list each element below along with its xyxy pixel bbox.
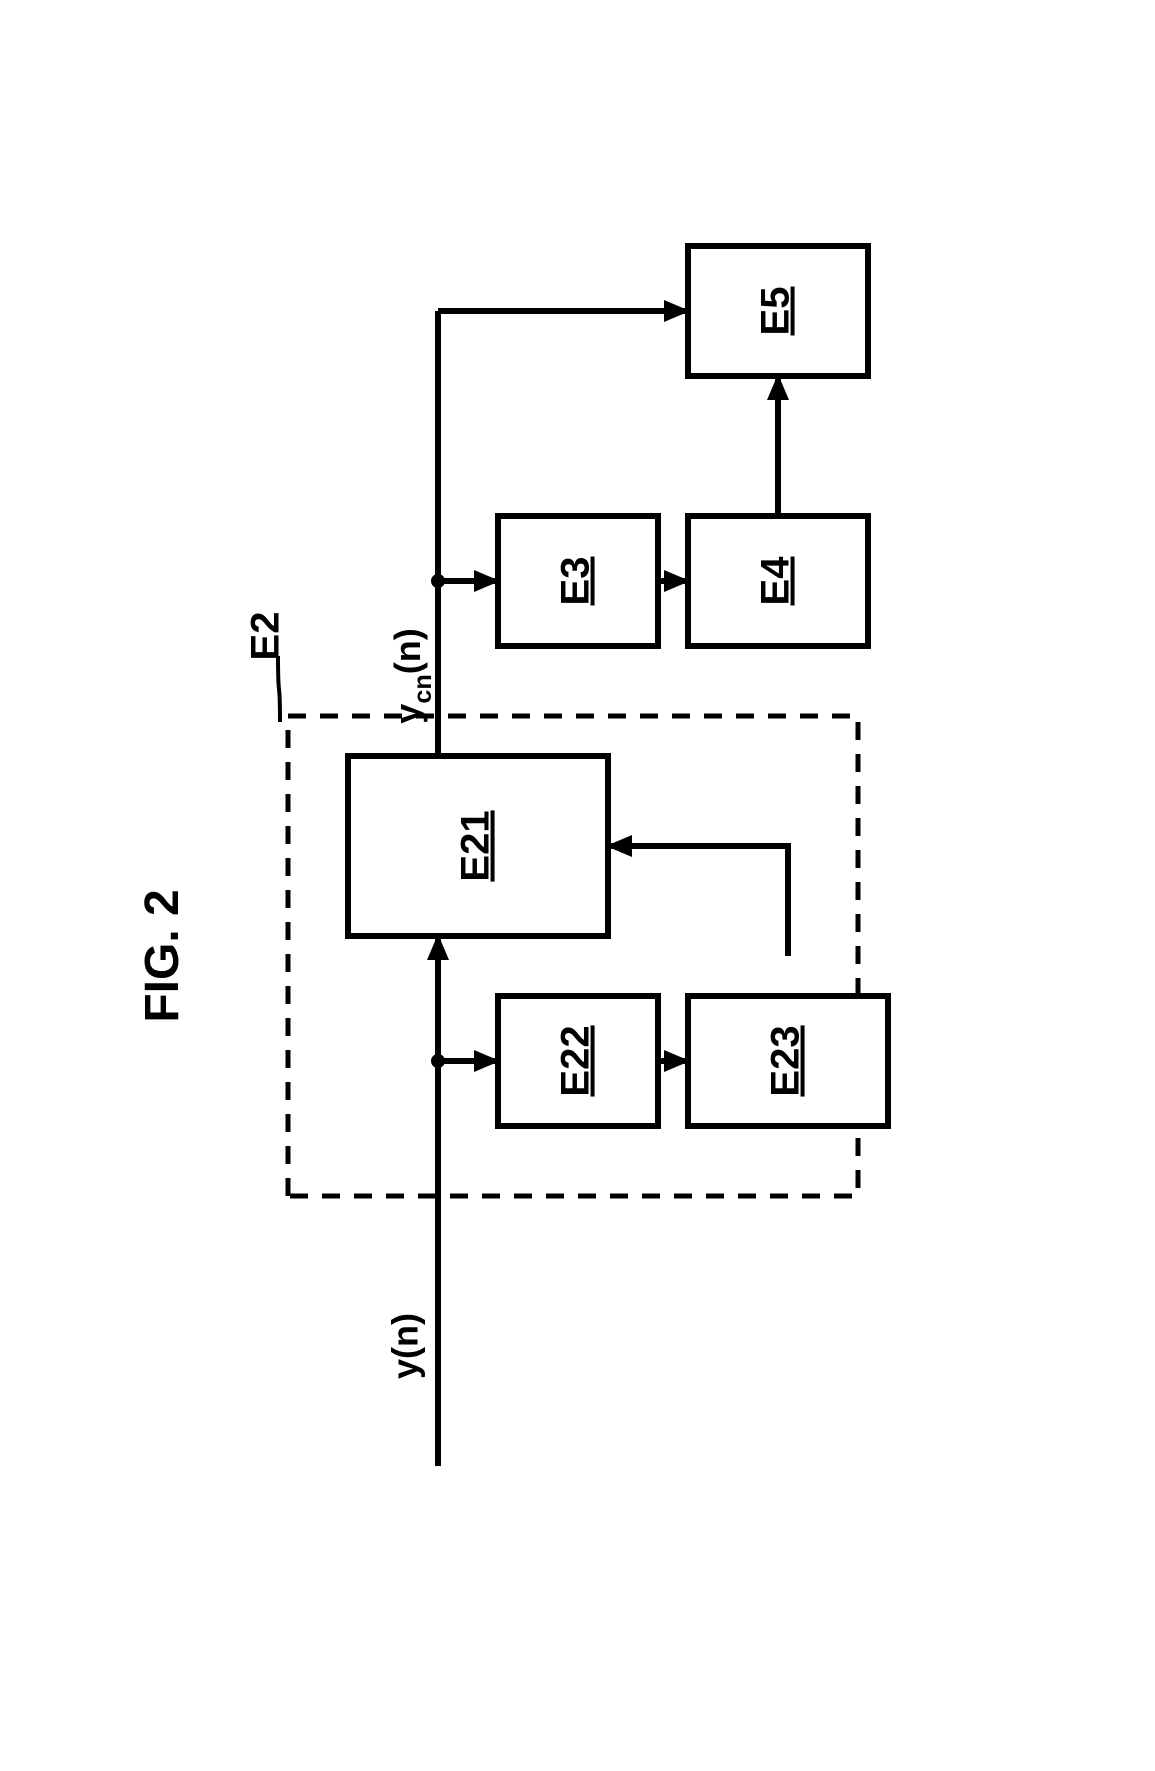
block-label-e3: E3 (554, 557, 598, 606)
block-label-e23: E23 (764, 1025, 808, 1096)
figure-title: FIG. 2 (136, 889, 189, 1022)
block-label-e22: E22 (554, 1025, 598, 1096)
block-label-e21: E21 (454, 810, 498, 881)
block-label-e5: E5 (754, 287, 798, 336)
signal-y-out: ycn(n) (387, 628, 437, 723)
block-label-e4: E4 (754, 556, 798, 606)
junction-n1 (431, 1054, 445, 1068)
group-label-e2: E2 (244, 612, 288, 661)
signal-y-in: y(n) (385, 1313, 426, 1379)
junction-n2 (431, 574, 445, 588)
flow-e23-right-to-e21-bottom (608, 846, 788, 956)
